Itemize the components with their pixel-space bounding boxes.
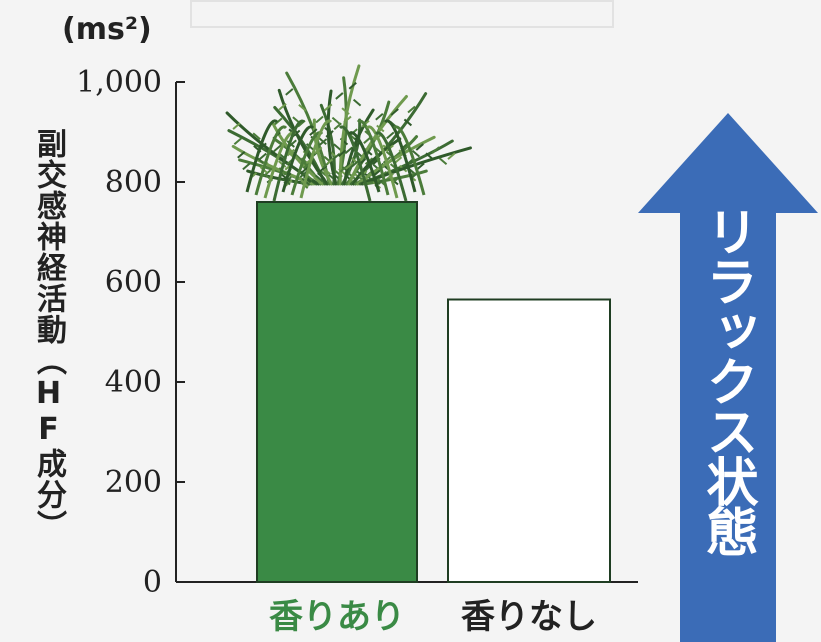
relax-state-arrow-label: リラックス状態 (697, 205, 757, 555)
y-axis-label: 副交感神経活動（HF成分） (30, 128, 66, 541)
background-ghost (190, 0, 614, 28)
category-label-with-scent: 香りあり (269, 597, 405, 637)
evergreen-sprig-icon (225, 64, 472, 202)
y-tick-label: 1,000 (76, 65, 162, 100)
y-tick-label: 600 (105, 265, 162, 300)
y-tick-label: 400 (105, 365, 162, 400)
bar-without-scent (447, 298, 611, 583)
y-tick-label: 800 (105, 165, 162, 200)
y-axis-label-text: 副交感神経活動（HF成分） (31, 128, 66, 541)
up-arrow-icon (638, 113, 818, 642)
y-unit-label: (ms²) (62, 12, 152, 47)
y-tick-label: 0 (143, 565, 162, 600)
category-label-without-scent: 香りなし (461, 597, 597, 637)
bar-with-scent (256, 201, 418, 583)
y-tick-label: 200 (105, 465, 162, 500)
